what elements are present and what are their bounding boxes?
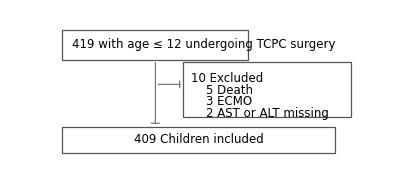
Text: 419 with age ≤ 12 undergoing TCPC surgery: 419 with age ≤ 12 undergoing TCPC surger… [72, 38, 335, 51]
FancyBboxPatch shape [62, 127, 335, 153]
Text: 5 Death: 5 Death [191, 84, 253, 97]
FancyBboxPatch shape [62, 30, 248, 60]
Text: 10 Excluded: 10 Excluded [191, 72, 263, 85]
FancyBboxPatch shape [183, 62, 351, 117]
Text: 2 AST or ALT missing: 2 AST or ALT missing [191, 107, 329, 120]
Text: 409 Children included: 409 Children included [134, 134, 264, 146]
Text: 3 ECMO: 3 ECMO [191, 95, 252, 108]
